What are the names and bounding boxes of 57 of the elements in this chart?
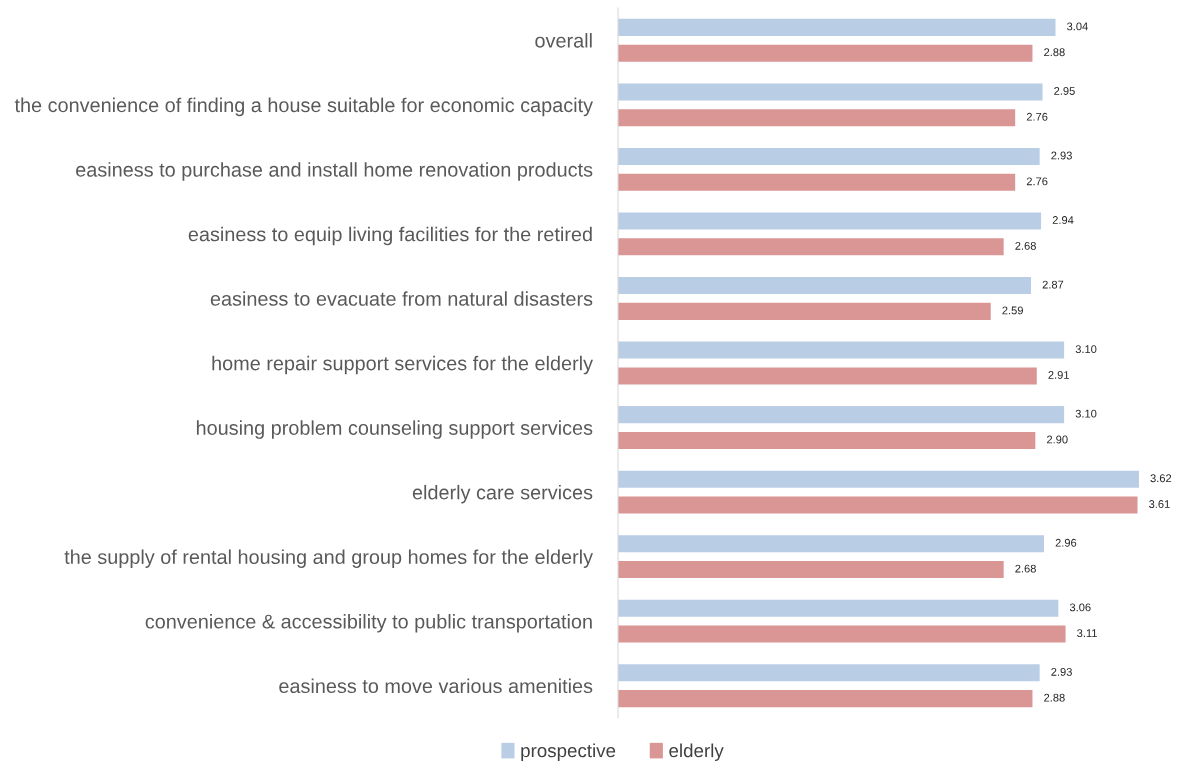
data-label: 3.10 xyxy=(1075,345,1097,354)
data-label: 2.68 xyxy=(1015,564,1036,573)
data-label: 3.10 xyxy=(1075,409,1097,418)
legend-label: elderly xyxy=(669,743,724,761)
data-label: 2.90 xyxy=(1047,435,1068,444)
y-tick-label: easiness to purchase and install home renovation products xyxy=(76,162,593,181)
data-label: 2.93 xyxy=(1051,667,1072,676)
data-label: 3.61 xyxy=(1149,500,1170,508)
bar xyxy=(618,664,1040,682)
data-label: 3.62 xyxy=(1150,474,1172,483)
data-label: 3.04 xyxy=(1067,22,1088,31)
y-tick-label: elderly care services xyxy=(412,484,593,504)
bar xyxy=(618,147,1040,165)
y-tick-label: easiness to equip living facilities for the retired xyxy=(188,226,592,246)
y-tick-label: housing problem counseling support services xyxy=(196,420,593,439)
bar xyxy=(618,496,1138,514)
y-tick-label: the convenience of finding a house suitable for economic capacity xyxy=(14,97,593,117)
bar xyxy=(618,367,1037,385)
bar xyxy=(618,625,1066,643)
bar xyxy=(618,83,1043,101)
data-label: 2.95 xyxy=(1054,87,1075,95)
data-label: 3.11 xyxy=(1077,629,1097,638)
bar xyxy=(618,238,1004,256)
bar xyxy=(618,212,1042,230)
data-label: 2.68 xyxy=(1015,241,1036,250)
y-tick-label: home repair support services for the elderly xyxy=(212,355,593,375)
bar xyxy=(618,470,1139,488)
bar xyxy=(618,44,1033,62)
y-tick-label: the supply of rental housing and group homes for the elderly xyxy=(64,549,594,568)
data-label: 2.91 xyxy=(1048,371,1069,379)
data-label: 2.96 xyxy=(1055,538,1077,547)
bar xyxy=(618,599,1059,617)
bar xyxy=(618,109,1016,127)
bar xyxy=(618,341,1065,359)
data-label: 2.76 xyxy=(1026,112,1048,121)
data-label: 2.88 xyxy=(1044,693,1065,702)
bar xyxy=(618,561,1004,579)
bar xyxy=(618,535,1044,553)
data-label: 3.06 xyxy=(1069,603,1091,612)
y-tick-label: easiness to move various amenities xyxy=(279,678,593,694)
data-label: 2.87 xyxy=(1042,280,1064,289)
data-label: 2.76 xyxy=(1026,177,1048,186)
bar xyxy=(618,431,1036,449)
bar xyxy=(618,277,1032,295)
bar xyxy=(618,406,1065,424)
bar xyxy=(618,690,1033,708)
data-label: 2.93 xyxy=(1051,151,1072,160)
legend-label: prospective xyxy=(521,743,616,761)
bar xyxy=(618,173,1016,191)
bar xyxy=(618,302,991,320)
data-label: 2.94 xyxy=(1052,216,1074,224)
y-tick-label: convenience & accessibility to public transportation xyxy=(145,613,592,633)
y-tick-label: overall xyxy=(535,33,592,48)
y-tick-label: easiness to evacuate from natural disasters xyxy=(210,291,593,306)
bar xyxy=(618,18,1056,36)
data-label: 2.59 xyxy=(1002,306,1023,315)
data-label: 2.88 xyxy=(1044,48,1065,57)
